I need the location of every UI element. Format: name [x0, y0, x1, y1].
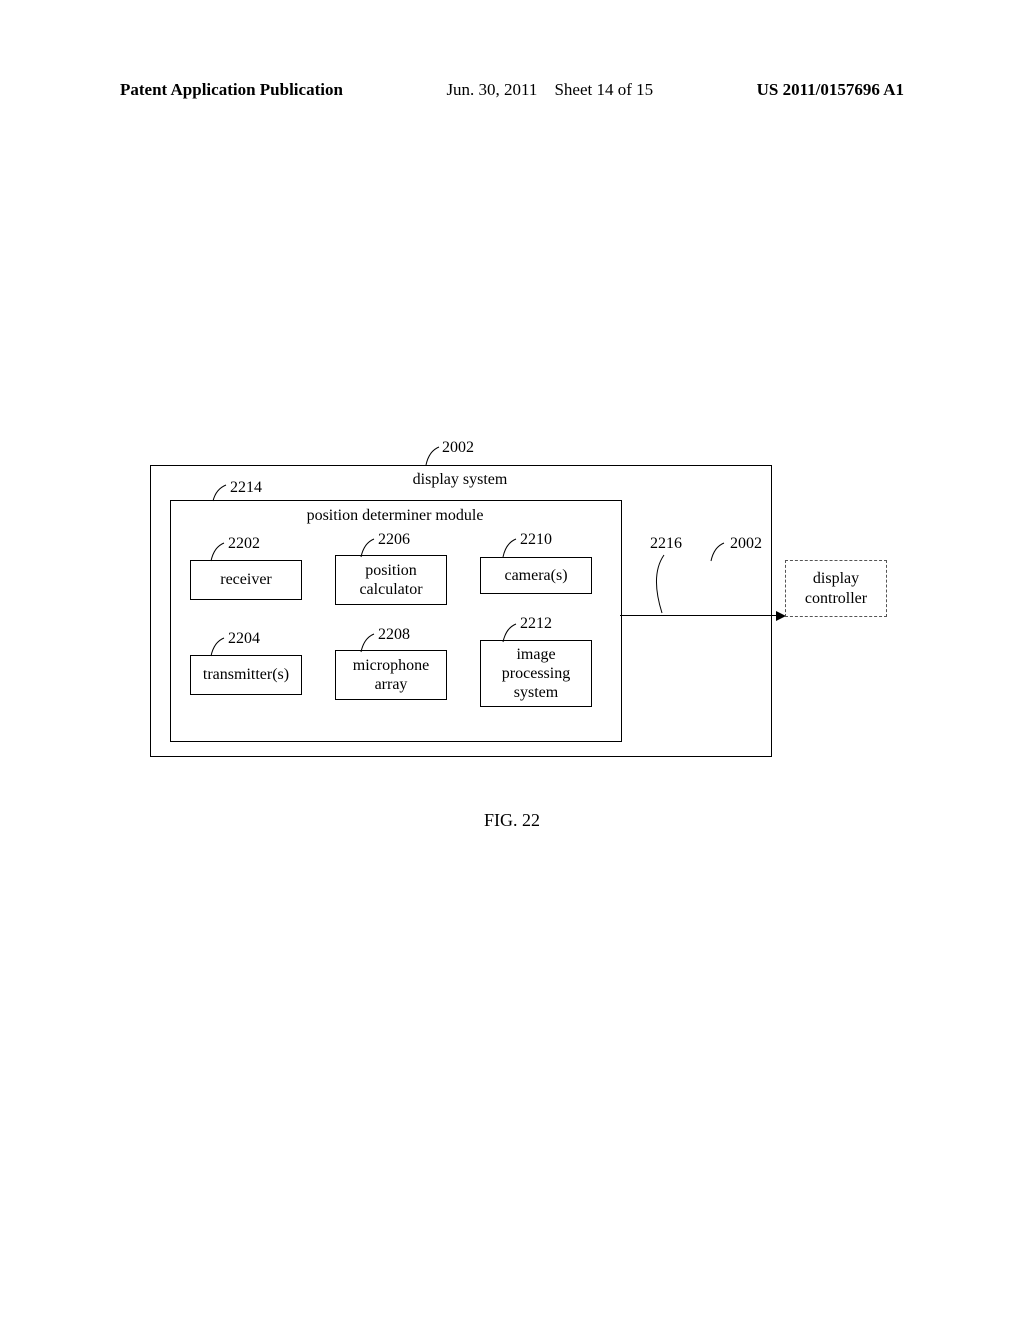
- leader-icon: [652, 553, 670, 615]
- dispctrl-ref: 2002: [730, 535, 762, 553]
- dispctrl-l1: display: [813, 569, 859, 588]
- leader-icon: [358, 537, 376, 559]
- cameras-ref: 2210: [520, 531, 552, 549]
- position-module-ref: 2214: [230, 479, 262, 497]
- poscalc-ref: 2206: [378, 531, 410, 549]
- micarr-l1: microphone: [353, 656, 429, 675]
- leader-icon: [208, 541, 226, 563]
- header-left: Patent Application Publication: [120, 80, 343, 100]
- micarr-ref: 2208: [378, 626, 410, 644]
- receiver-box: receiver: [190, 560, 302, 600]
- figure-caption: FIG. 22: [0, 810, 1024, 831]
- display-system-ref: 2002: [442, 439, 474, 457]
- imgproc-box: image processing system: [480, 640, 592, 707]
- dispctrl-l2: controller: [805, 589, 867, 608]
- cameras-box: camera(s): [480, 557, 592, 594]
- signal-ref: 2216: [650, 535, 682, 553]
- leader-icon: [500, 537, 518, 559]
- poscalc-l2: calculator: [359, 580, 422, 599]
- header-pubno: US 2011/0157696 A1: [757, 80, 904, 100]
- transmitters-box: transmitter(s): [190, 655, 302, 695]
- leader-icon: [708, 541, 726, 563]
- imgproc-l1: image: [516, 645, 555, 664]
- imgproc-l2: processing: [502, 664, 570, 683]
- transmitters-label: transmitter(s): [203, 665, 289, 684]
- micarr-box: microphone array: [335, 650, 447, 700]
- cameras-label: camera(s): [504, 566, 567, 585]
- arrow-line: [620, 615, 778, 616]
- leader-icon: [500, 622, 518, 644]
- header-date: Jun. 30, 2011: [446, 80, 537, 99]
- micarr-l2: array: [375, 675, 408, 694]
- receiver-label: receiver: [220, 570, 272, 589]
- leader-icon: [358, 632, 376, 654]
- page-header: Patent Application Publication Jun. 30, …: [0, 80, 1024, 100]
- poscalc-l1: position: [365, 561, 417, 580]
- transmitters-ref: 2204: [228, 630, 260, 648]
- imgproc-ref: 2212: [520, 615, 552, 633]
- receiver-ref: 2202: [228, 535, 260, 553]
- poscalc-box: position calculator: [335, 555, 447, 605]
- display-controller-box: display controller: [785, 560, 887, 617]
- leader-icon: [210, 483, 228, 503]
- header-sheet: Sheet 14 of 15: [554, 80, 653, 99]
- imgproc-l3: system: [514, 683, 558, 702]
- figure-diagram: display system 2002 position determiner …: [150, 465, 900, 760]
- position-module-label: position determiner module: [170, 507, 620, 525]
- leader-icon: [423, 445, 441, 467]
- leader-icon: [208, 636, 226, 658]
